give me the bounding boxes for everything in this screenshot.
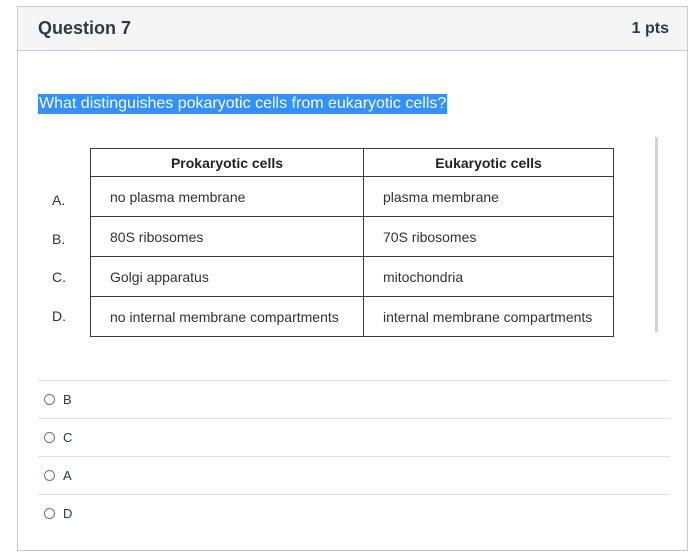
answer-label[interactable]: C: [63, 430, 73, 445]
answer-label[interactable]: A: [63, 468, 72, 483]
cell-eukaryotic: internal membrane compartments: [363, 296, 614, 337]
row-label-b: B.: [52, 231, 66, 247]
cell-prokaryotic: no internal membrane compartments: [90, 296, 364, 337]
radio-button[interactable]: [44, 470, 55, 481]
cell-prokaryotic: 80S ribosomes: [90, 216, 364, 257]
radio-button[interactable]: [44, 508, 55, 519]
table-scrollbar[interactable]: [655, 137, 658, 332]
row-label-d: D.: [52, 308, 66, 324]
header-eukaryotic: Eukaryotic cells: [363, 148, 614, 177]
comparison-table: Prokaryotic cells Eukaryotic cells no pl…: [90, 148, 614, 337]
cell-eukaryotic: 70S ribosomes: [363, 216, 614, 257]
cell-prokaryotic: no plasma membrane: [90, 176, 364, 217]
row-label-a: A.: [52, 192, 66, 208]
question-prompt: What distinguishes pokaryotic cells from…: [38, 94, 448, 114]
cell-prokaryotic: Golgi apparatus: [90, 256, 364, 297]
cell-eukaryotic: plasma membrane: [363, 176, 614, 217]
header-prokaryotic: Prokaryotic cells: [90, 148, 364, 177]
question-text: What distinguishes pokaryotic cells from…: [38, 94, 448, 114]
answer-option-d[interactable]: D: [38, 494, 670, 532]
question-points: 1 pts: [631, 19, 669, 37]
question-title: Question 7: [38, 18, 132, 38]
answer-option-b[interactable]: B: [38, 380, 670, 418]
question-card: Question 7 1 pts What distinguishes poka…: [17, 6, 688, 551]
table-row: Golgi apparatus mitochondria: [90, 256, 614, 297]
answer-option-a[interactable]: A: [38, 456, 670, 494]
answer-option-c[interactable]: C: [38, 418, 670, 456]
cell-eukaryotic: mitochondria: [363, 256, 614, 297]
answer-list: B C A D: [38, 380, 670, 532]
table-row: 80S ribosomes 70S ribosomes: [90, 216, 614, 257]
question-header: Question 7 1 pts: [18, 7, 687, 51]
answer-label[interactable]: D: [63, 506, 73, 521]
table-header-row: Prokaryotic cells Eukaryotic cells: [90, 148, 614, 177]
radio-button[interactable]: [44, 432, 55, 443]
table-row: no internal membrane compartments intern…: [90, 296, 614, 337]
answer-label[interactable]: B: [63, 392, 72, 407]
row-label-c: C.: [52, 269, 66, 285]
table-row: no plasma membrane plasma membrane: [90, 176, 614, 217]
radio-button[interactable]: [44, 394, 55, 405]
